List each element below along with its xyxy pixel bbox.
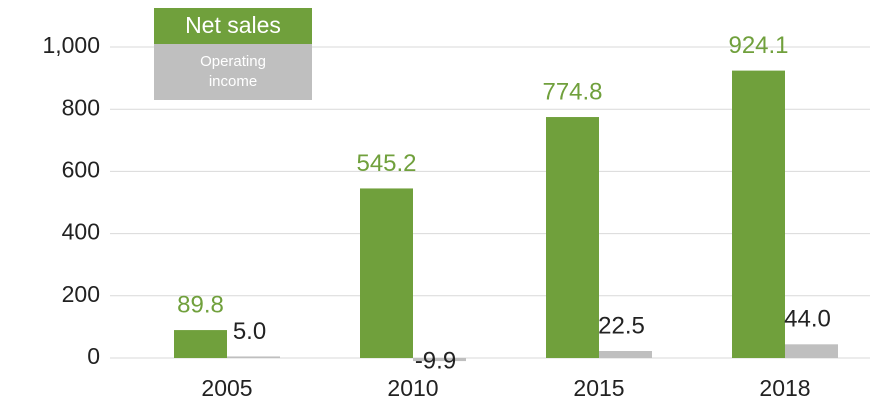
y-tick-label: 800 (62, 94, 100, 120)
value-label: 22.5 (598, 312, 645, 339)
bar (785, 344, 838, 358)
value-label: 774.8 (542, 78, 602, 105)
bar (732, 70, 785, 359)
y-tick-label: 0 (87, 343, 100, 369)
y-tick-label: 200 (62, 281, 100, 307)
bar (413, 358, 466, 362)
bar (546, 117, 599, 358)
x-tick-label: 2015 (573, 375, 624, 401)
value-label: -9.9 (415, 347, 456, 374)
value-label: 89.8 (177, 291, 224, 318)
bar (599, 351, 652, 358)
y-tick-label: 400 (62, 219, 100, 245)
x-tick-label: 2010 (387, 375, 438, 401)
x-tick-label: 2018 (759, 375, 810, 401)
value-label: 545.2 (356, 150, 416, 177)
x-tick-label: 2005 (201, 375, 252, 401)
bar (174, 330, 227, 358)
legend-label: Operating income (200, 53, 266, 90)
y-tick-label: 600 (62, 156, 100, 182)
value-label: 5.0 (233, 318, 266, 345)
bar (227, 356, 280, 358)
value-label: 44.0 (784, 306, 831, 333)
value-label: 924.1 (728, 32, 788, 59)
legend-label: Net sales (185, 12, 281, 38)
y-tick-label: 1,000 (42, 32, 100, 58)
legend-swatch (154, 44, 312, 100)
bar (360, 188, 413, 358)
legend-swatch (154, 8, 312, 44)
